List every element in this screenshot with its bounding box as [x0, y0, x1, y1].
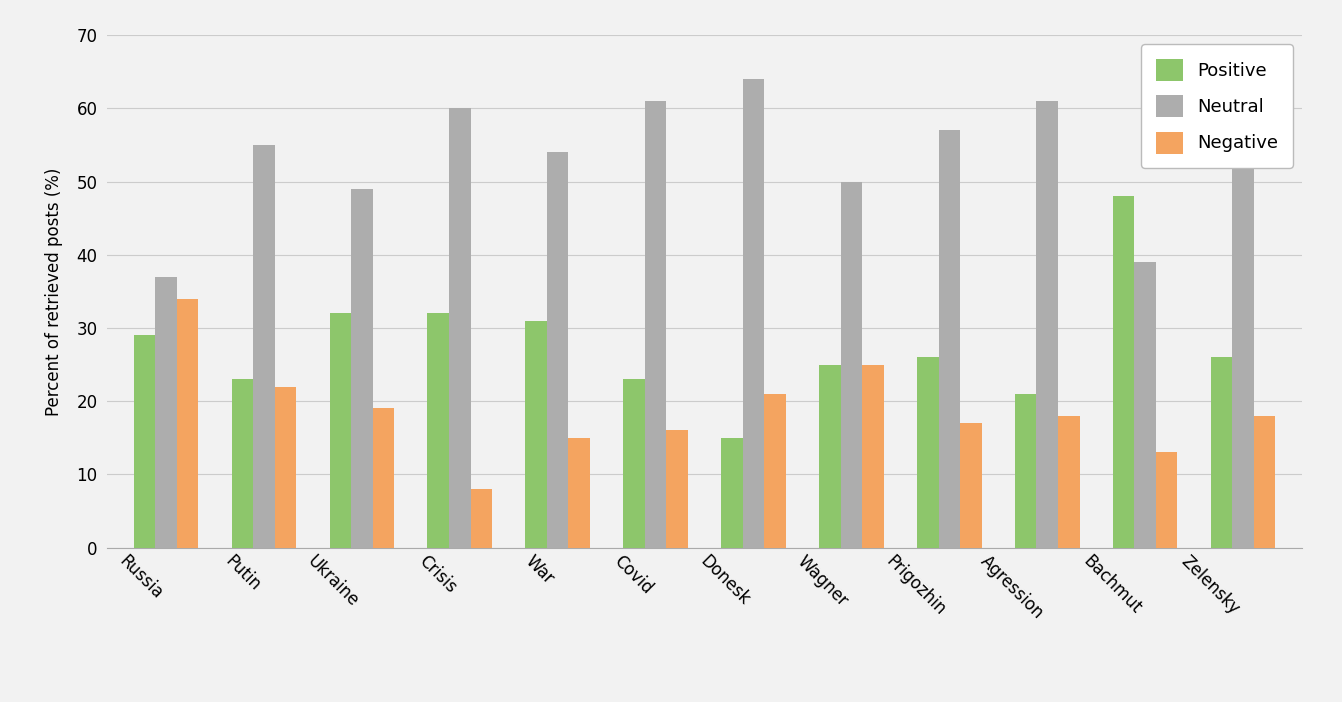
Bar [1036, 101, 1057, 548]
Bar [471, 489, 493, 548]
Bar [156, 277, 177, 548]
Bar [134, 336, 156, 548]
Bar [569, 438, 590, 548]
Bar [862, 364, 884, 548]
Bar [330, 313, 352, 548]
Bar [1232, 138, 1253, 548]
Bar [373, 409, 395, 548]
Bar [232, 379, 254, 548]
Bar [917, 357, 938, 548]
Bar [721, 438, 742, 548]
Bar [667, 430, 688, 548]
Bar [742, 79, 765, 548]
Bar [960, 423, 981, 548]
Bar [1155, 452, 1177, 548]
Bar [765, 394, 786, 548]
Bar [938, 131, 960, 548]
Bar [1015, 394, 1036, 548]
Bar [1113, 196, 1134, 548]
Bar [819, 364, 840, 548]
Bar [428, 313, 450, 548]
Legend: Positive, Neutral, Negative: Positive, Neutral, Negative [1141, 44, 1292, 168]
Bar [254, 145, 275, 548]
Bar [1134, 262, 1155, 548]
Bar [450, 108, 471, 548]
Y-axis label: Percent of retrieved posts (%): Percent of retrieved posts (%) [44, 167, 63, 416]
Bar [623, 379, 646, 548]
Bar [177, 298, 199, 548]
Bar [352, 189, 373, 548]
Bar [526, 321, 548, 548]
Bar [1210, 357, 1232, 548]
Bar [1057, 416, 1079, 548]
Bar [1253, 416, 1275, 548]
Bar [840, 182, 862, 548]
Bar [275, 387, 297, 548]
Bar [548, 152, 569, 548]
Bar [646, 101, 667, 548]
